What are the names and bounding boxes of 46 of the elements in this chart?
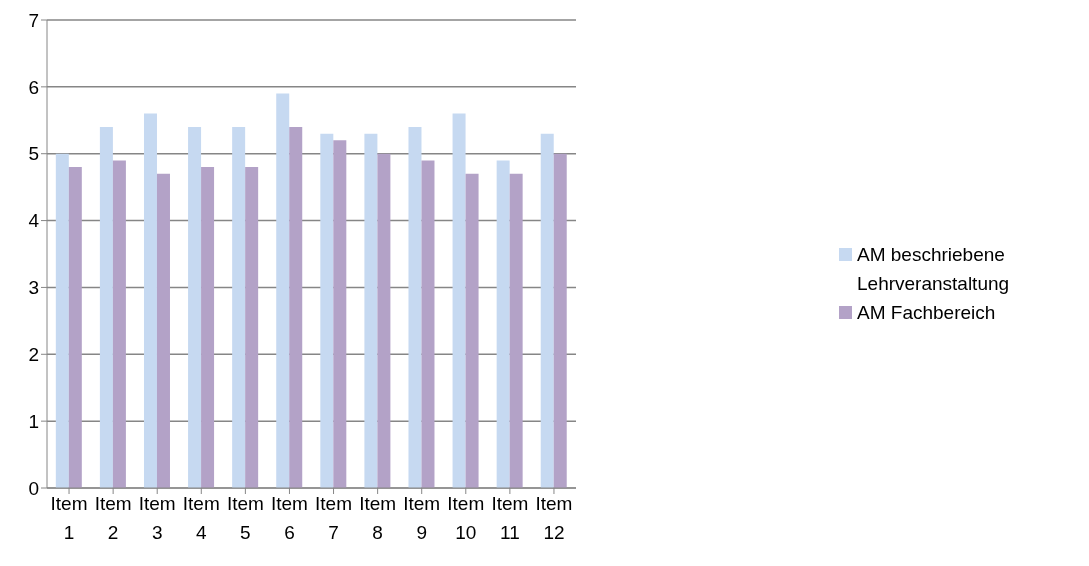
bar (55, 153, 69, 488)
y-tick-label: 7 (28, 9, 39, 31)
bar (496, 160, 510, 488)
x-tick-label: Item 1 (50, 493, 88, 543)
x-tick-label: Item 3 (138, 493, 176, 543)
bar (553, 153, 567, 488)
x-tick-label: Item 10 (447, 493, 485, 543)
bar (540, 133, 554, 488)
bar (112, 160, 126, 488)
y-tick-label: 0 (28, 477, 39, 499)
x-tick-label: Item 11 (491, 493, 529, 543)
bar (452, 113, 466, 488)
bar (99, 126, 113, 488)
bar (245, 167, 259, 488)
bar (143, 113, 157, 488)
x-tick-label: Item 4 (182, 493, 220, 543)
bar (289, 126, 303, 488)
x-tick-label: Item 2 (94, 493, 132, 543)
x-tick-label: Item 7 (315, 493, 353, 543)
y-tick-label: 4 (28, 210, 40, 232)
bar (68, 167, 82, 488)
bar (377, 153, 391, 488)
y-tick-label: 3 (28, 277, 39, 299)
bar (156, 173, 170, 488)
bar (421, 160, 435, 488)
y-tick-label: 1 (28, 410, 39, 432)
legend-label: AM beschriebene Lehrveranstaltung (857, 242, 1011, 296)
x-tick-label: Item 8 (359, 493, 397, 543)
y-tick-label: 2 (28, 344, 39, 366)
y-tick-label: 5 (28, 143, 39, 165)
bar (232, 126, 246, 488)
x-tick-label: Item 5 (226, 493, 264, 543)
x-tick-label: Item 12 (535, 493, 573, 543)
x-tick-label: Item 9 (403, 493, 441, 543)
bar (188, 126, 202, 488)
bar (509, 173, 523, 488)
bar (276, 93, 290, 488)
bar (408, 126, 422, 488)
bar (201, 167, 215, 488)
bar (465, 173, 479, 488)
bar (364, 133, 378, 488)
y-tick-label: 6 (28, 76, 39, 98)
bar (333, 140, 347, 488)
legend-label: AM Fachbereich (857, 300, 996, 325)
x-tick-label: Item 6 (270, 493, 308, 543)
bar (320, 133, 334, 488)
